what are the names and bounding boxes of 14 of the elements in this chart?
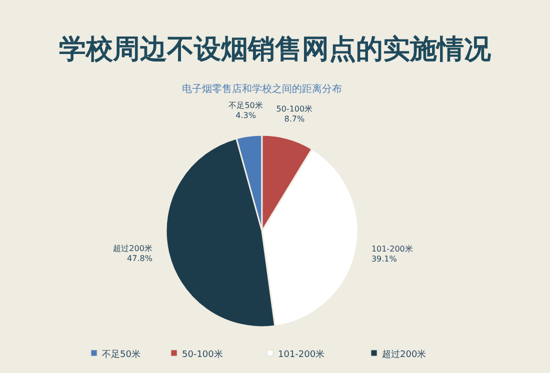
chart-subtitle: 电子烟零售店和学校之间的距离分布	[182, 83, 342, 95]
slice-label: 不足50米	[228, 101, 263, 110]
legend-label: 50-100米	[182, 349, 223, 360]
slice-label: 101-200米	[371, 244, 413, 254]
data-label: 39.1%	[371, 254, 398, 264]
slice-label: 超过200米	[113, 244, 152, 254]
chart-title: 学校周边不设烟销售网点的实施情况	[59, 34, 492, 65]
data-label: 4.3%	[236, 111, 256, 120]
legend-label: 超过200米	[382, 349, 426, 360]
legend-label: 不足50米	[102, 349, 140, 360]
slice-label: 50-100米	[276, 104, 313, 114]
data-label: 47.8%	[127, 254, 153, 264]
data-label: 8.7%	[284, 114, 305, 124]
legend-label: 101-200米	[278, 349, 325, 360]
